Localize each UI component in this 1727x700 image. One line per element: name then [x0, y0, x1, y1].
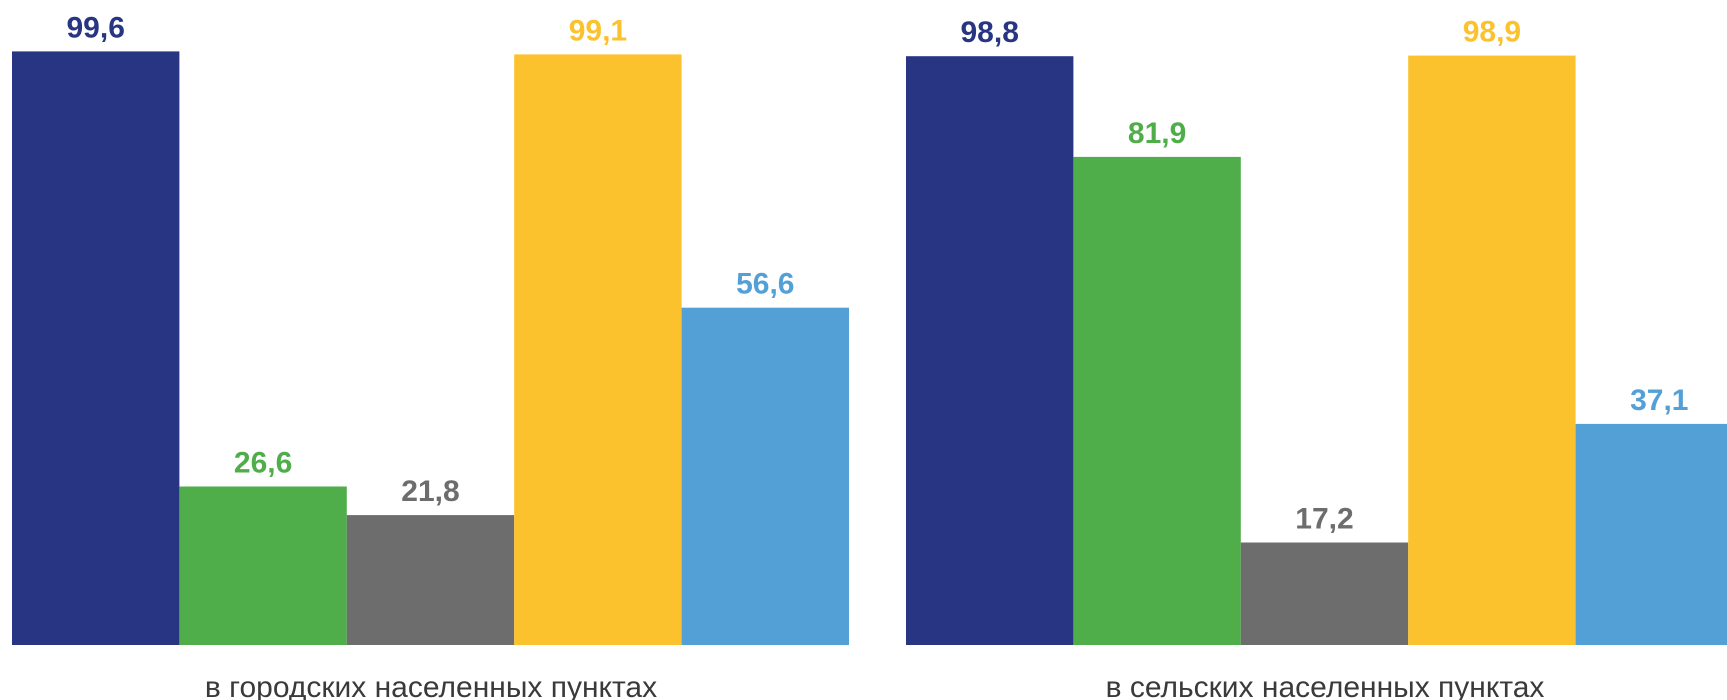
value-label-rural-1: 98,8	[961, 16, 1019, 49]
bar-rural-3	[1240, 542, 1409, 645]
value-label-urban-5: 56,6	[736, 268, 794, 301]
bar-urban-4	[514, 54, 682, 645]
value-label-urban-2: 26,6	[234, 447, 292, 480]
bar-urban-5	[681, 307, 849, 645]
value-labels-layer: 99,6 26,6 21,8 99,1 56,6 98,8 81,9 17,2 98,9 37,1	[67, 11, 1689, 535]
category-labels-layer: в городских населенных пунктах в сельски…	[205, 671, 1545, 700]
value-label-rural-3: 17,2	[1295, 503, 1353, 536]
value-label-urban-1: 99,6	[67, 11, 125, 44]
category-label-urban: в городских населенных пунктах	[205, 671, 657, 700]
bar-rural-5	[1575, 423, 1727, 645]
value-label-rural-4: 98,9	[1463, 16, 1521, 49]
value-label-urban-3: 21,8	[401, 475, 459, 508]
category-label-rural: в сельских населенных пунктах	[1106, 671, 1545, 700]
value-label-rural-5: 37,1	[1630, 384, 1688, 417]
bar-urban-1	[12, 51, 180, 645]
bar-urban-3	[346, 515, 515, 645]
value-label-urban-4: 99,1	[569, 14, 627, 47]
bar-rural-1	[906, 56, 1074, 645]
bars-layer	[12, 51, 1727, 646]
bar-rural-2	[1073, 156, 1241, 645]
bar-rural-4	[1408, 55, 1576, 646]
value-label-rural-2: 81,9	[1128, 117, 1186, 150]
bar-urban-2	[179, 486, 347, 645]
